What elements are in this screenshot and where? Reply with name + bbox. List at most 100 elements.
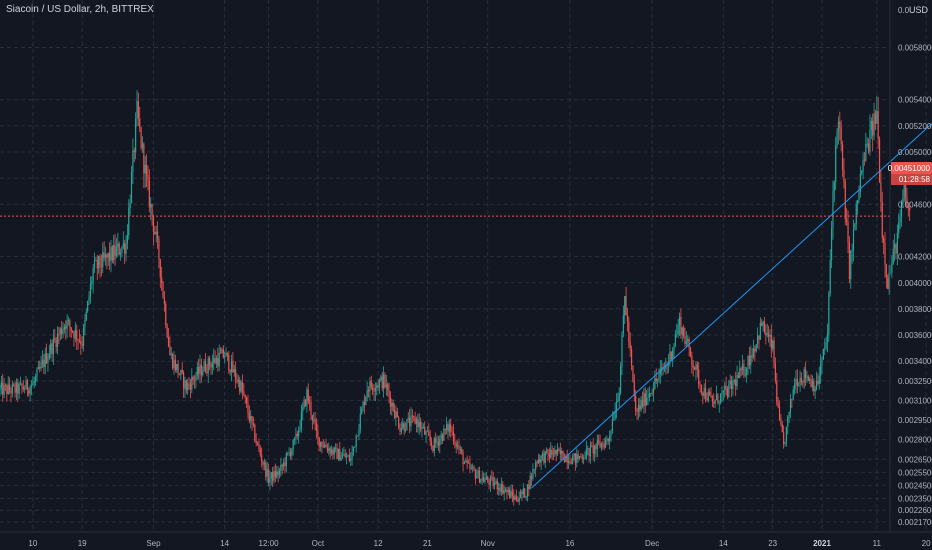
candle-body [35,376,37,382]
price-tick-label: 0.00400000 [898,279,932,288]
candle-body [189,384,192,390]
candle-body [289,452,292,456]
candle-body [824,347,826,349]
candle-body [655,378,657,381]
candle-body [548,453,550,458]
candle-body [621,333,623,367]
candle-body [61,328,63,335]
candle-body [843,169,845,183]
candle-body [737,375,740,378]
candle-body [398,417,400,429]
candle-body [314,419,316,423]
currency-label: USD [909,5,929,15]
candle-body [239,379,241,392]
time-axis[interactable]: 10 19 Sep 14 12:00 Oct 12 21 Nov 16 Dec 14 23 2021 11 2… [28,539,932,548]
candle-body [481,477,483,480]
candle-body [288,452,290,454]
candle-body [894,244,896,249]
candle-body [489,477,492,485]
candle-body [285,453,287,466]
candle-body [161,277,163,283]
candle-body [376,385,378,388]
candle-body [66,320,68,329]
candle-body [725,385,727,389]
candle-body [792,389,794,400]
candle-body [525,496,527,498]
candle-body [699,384,701,386]
candle-body [339,449,341,461]
candle-body [607,438,609,442]
candle-body [676,333,678,335]
candle-body [346,456,348,458]
candle-body [280,464,282,471]
candle-body [124,243,126,254]
candle-body [132,150,134,172]
candle-body [458,445,460,450]
candle-body [729,380,731,385]
candle-body [29,386,31,394]
candle-body [762,321,764,326]
candle-body [480,479,482,483]
candle-body [100,266,102,268]
candle-body [110,246,112,261]
candle-body [236,379,238,383]
price-axis[interactable]: 0.00580000 0.00540000 0.00520000 0.00500000… [898,43,932,527]
candle-body [247,402,249,414]
candle-body [452,431,455,442]
candle-body [359,413,361,430]
candle-body [229,370,231,373]
candle-body [32,383,34,386]
candle-body [44,353,46,368]
price-tick-label: 0.00520000 [898,122,932,131]
candle-body [529,476,531,490]
candle-body [218,353,220,367]
candle-body [602,443,604,445]
candle-body [777,402,779,407]
candle-body [641,400,644,407]
candle-body [552,454,555,456]
candle-body [448,424,450,432]
candle-body [125,243,127,254]
candle-body [111,246,113,261]
candle-body [580,456,582,457]
candle-body [106,254,108,258]
candle-body [378,380,381,388]
candle-body [541,453,544,456]
candle-body [22,386,24,390]
candle-body [148,180,150,208]
candle-body [769,334,771,337]
candle-body [296,433,298,437]
candle-body [215,357,218,364]
candle-body [451,431,453,432]
candle-body [870,120,872,130]
trend-line[interactable] [531,109,932,489]
candle-body [906,196,908,207]
candle-body [741,364,744,371]
time-tick-label: 10 [28,539,37,548]
candle-body [198,367,200,374]
candle-body [554,449,556,456]
candle-body [898,222,900,233]
candle-body [370,381,372,388]
candle-body [517,500,519,502]
candle-body [763,321,766,333]
candle-body [48,353,50,358]
candle-body [89,283,92,297]
candle-body [535,462,537,470]
candle-body [432,445,434,452]
symbol-title[interactable]: Siacoin / US Dollar, 2h, BITTREX [6,4,154,15]
candle-body [591,445,593,447]
candle-body [804,369,807,378]
candle-body [850,250,852,280]
price-tick-label: 0.00295000 [898,416,932,425]
candle-body [141,143,144,148]
time-tick-label: Sep [146,539,161,548]
candle-body [172,354,174,368]
candle-body [255,440,257,444]
candle-body [877,111,879,140]
candle-body [743,364,745,376]
candle-body [761,323,763,326]
candle-body [113,245,115,261]
candle-body [369,381,371,392]
